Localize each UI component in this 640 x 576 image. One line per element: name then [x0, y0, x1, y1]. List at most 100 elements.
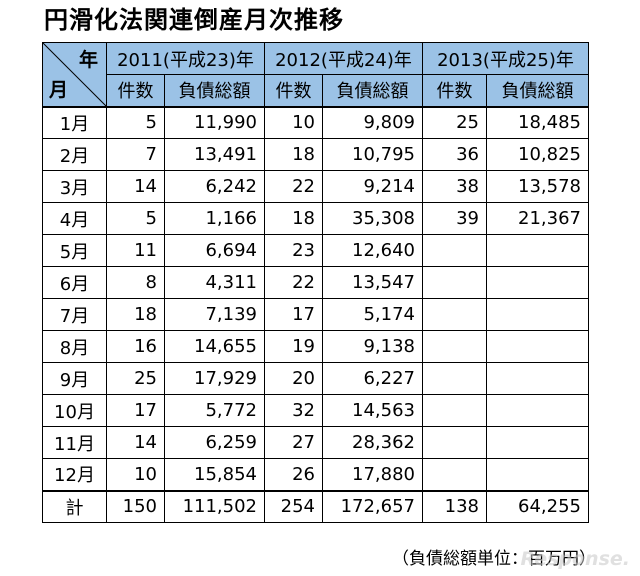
count-2013-cell: 36 — [422, 138, 487, 171]
debt-2011-cell: 7,139 — [164, 298, 265, 331]
debt-2012-cell: 17,880 — [322, 458, 423, 491]
month-cell: 9月 — [42, 362, 107, 395]
total-debt-2011-cell: 111,502 — [164, 489, 265, 523]
count-header-2013: 件数 — [422, 74, 487, 107]
total-label-cell: 計 — [42, 489, 107, 523]
total-debt-2012-cell: 172,657 — [322, 489, 423, 523]
debt-2012-cell: 10,795 — [322, 138, 423, 171]
debt-2013-cell — [486, 426, 589, 459]
month-cell: 7月 — [42, 298, 107, 331]
watermark-logo: Response. — [520, 548, 630, 570]
year-header-2013: 2013(平成25)年 — [422, 42, 589, 75]
debt-2011-cell: 11,990 — [164, 105, 265, 139]
debt-header-2013: 負債総額 — [486, 74, 589, 107]
month-cell: 10月 — [42, 394, 107, 427]
total-count-2013-cell: 138 — [422, 489, 487, 523]
count-header-2012: 件数 — [264, 74, 323, 107]
total-row: 計 150 111,502 254 172,657 138 64,255 — [42, 489, 589, 523]
table-row: 5月 11 6,694 23 12,640 — [42, 234, 589, 267]
count-2013-cell — [422, 298, 487, 331]
count-2012-cell: 26 — [264, 458, 323, 491]
debt-header-2011: 負債総額 — [164, 74, 265, 107]
count-2011-cell: 5 — [106, 202, 165, 235]
count-2012-cell: 23 — [264, 234, 323, 267]
debt-2011-cell: 5,772 — [164, 394, 265, 427]
count-2013-cell — [422, 394, 487, 427]
count-2011-cell: 8 — [106, 266, 165, 299]
debt-2012-cell: 12,640 — [322, 234, 423, 267]
count-2011-cell: 25 — [106, 362, 165, 395]
year-header-2012: 2012(平成24)年 — [264, 42, 423, 75]
debt-2012-cell: 35,308 — [322, 202, 423, 235]
table-row: 1月 5 11,990 10 9,809 25 18,485 — [42, 105, 589, 139]
month-cell: 6月 — [42, 266, 107, 299]
count-2013-cell: 38 — [422, 170, 487, 203]
month-cell: 8月 — [42, 330, 107, 363]
count-2011-cell: 16 — [106, 330, 165, 363]
debt-2012-cell: 9,138 — [322, 330, 423, 363]
table-row: 2月 7 13,491 18 10,795 36 10,825 — [42, 138, 589, 171]
month-cell: 3月 — [42, 170, 107, 203]
table-row: 3月 14 6,242 22 9,214 38 13,578 — [42, 170, 589, 203]
count-2012-cell: 19 — [264, 330, 323, 363]
debt-2013-cell — [486, 394, 589, 427]
debt-2013-cell: 13,578 — [486, 170, 589, 203]
debt-2011-cell: 4,311 — [164, 266, 265, 299]
debt-2012-cell: 14,563 — [322, 394, 423, 427]
debt-2012-cell: 13,547 — [322, 266, 423, 299]
count-2013-cell: 25 — [422, 105, 487, 139]
count-2013-cell: 39 — [422, 202, 487, 235]
table-row: 8月 16 14,655 19 9,138 — [42, 330, 589, 363]
month-cell: 5月 — [42, 234, 107, 267]
corner-year-label: 年 — [78, 49, 98, 71]
debt-2012-cell: 9,809 — [322, 105, 423, 139]
month-cell: 2月 — [42, 138, 107, 171]
count-2012-cell: 20 — [264, 362, 323, 395]
count-2013-cell — [422, 458, 487, 491]
count-2011-cell: 17 — [106, 394, 165, 427]
table-row: 11月 14 6,259 27 28,362 — [42, 426, 589, 459]
count-2011-cell: 14 — [106, 170, 165, 203]
debt-2011-cell: 6,242 — [164, 170, 265, 203]
month-cell: 4月 — [42, 202, 107, 235]
debt-2013-cell: 18,485 — [486, 105, 589, 139]
debt-2011-cell: 6,694 — [164, 234, 265, 267]
count-2013-cell — [422, 362, 487, 395]
corner-header-cell: 年 月 — [42, 42, 107, 107]
debt-2011-cell: 15,854 — [164, 458, 265, 491]
count-2012-cell: 32 — [264, 394, 323, 427]
corner-month-label: 月 — [49, 78, 69, 101]
count-2012-cell: 17 — [264, 298, 323, 331]
count-2013-cell — [422, 234, 487, 267]
page-title: 円滑化法関連倒産月次推移 — [44, 6, 344, 34]
count-2013-cell — [422, 330, 487, 363]
count-2011-cell: 5 — [106, 105, 165, 139]
count-2011-cell: 10 — [106, 458, 165, 491]
debt-2013-cell — [486, 298, 589, 331]
month-cell: 11月 — [42, 426, 107, 459]
total-count-2012-cell: 254 — [264, 489, 323, 523]
debt-2011-cell: 14,655 — [164, 330, 265, 363]
count-2012-cell: 27 — [264, 426, 323, 459]
debt-2012-cell: 6,227 — [322, 362, 423, 395]
total-debt-2013-cell: 64,255 — [486, 489, 589, 523]
bankruptcy-table: 年 月 2011(平成23)年 2012(平成24)年 2013(平成25)年 … — [42, 42, 589, 523]
table-row: 6月 8 4,311 22 13,547 — [42, 266, 589, 299]
count-2012-cell: 22 — [264, 266, 323, 299]
count-2011-cell: 18 — [106, 298, 165, 331]
debt-2012-cell: 28,362 — [322, 426, 423, 459]
count-2013-cell — [422, 426, 487, 459]
debt-2012-cell: 5,174 — [322, 298, 423, 331]
count-2012-cell: 18 — [264, 138, 323, 171]
debt-2013-cell — [486, 234, 589, 267]
count-2012-cell: 18 — [264, 202, 323, 235]
table-row: 12月 10 15,854 26 17,880 — [42, 458, 589, 491]
debt-2011-cell: 17,929 — [164, 362, 265, 395]
table-row: 10月 17 5,772 32 14,563 — [42, 394, 589, 427]
debt-2012-cell: 9,214 — [322, 170, 423, 203]
debt-2011-cell: 6,259 — [164, 426, 265, 459]
count-2012-cell: 10 — [264, 105, 323, 139]
count-header-2011: 件数 — [106, 74, 165, 107]
table-row: 9月 25 17,929 20 6,227 — [42, 362, 589, 395]
table-row: 7月 18 7,139 17 5,174 — [42, 298, 589, 331]
